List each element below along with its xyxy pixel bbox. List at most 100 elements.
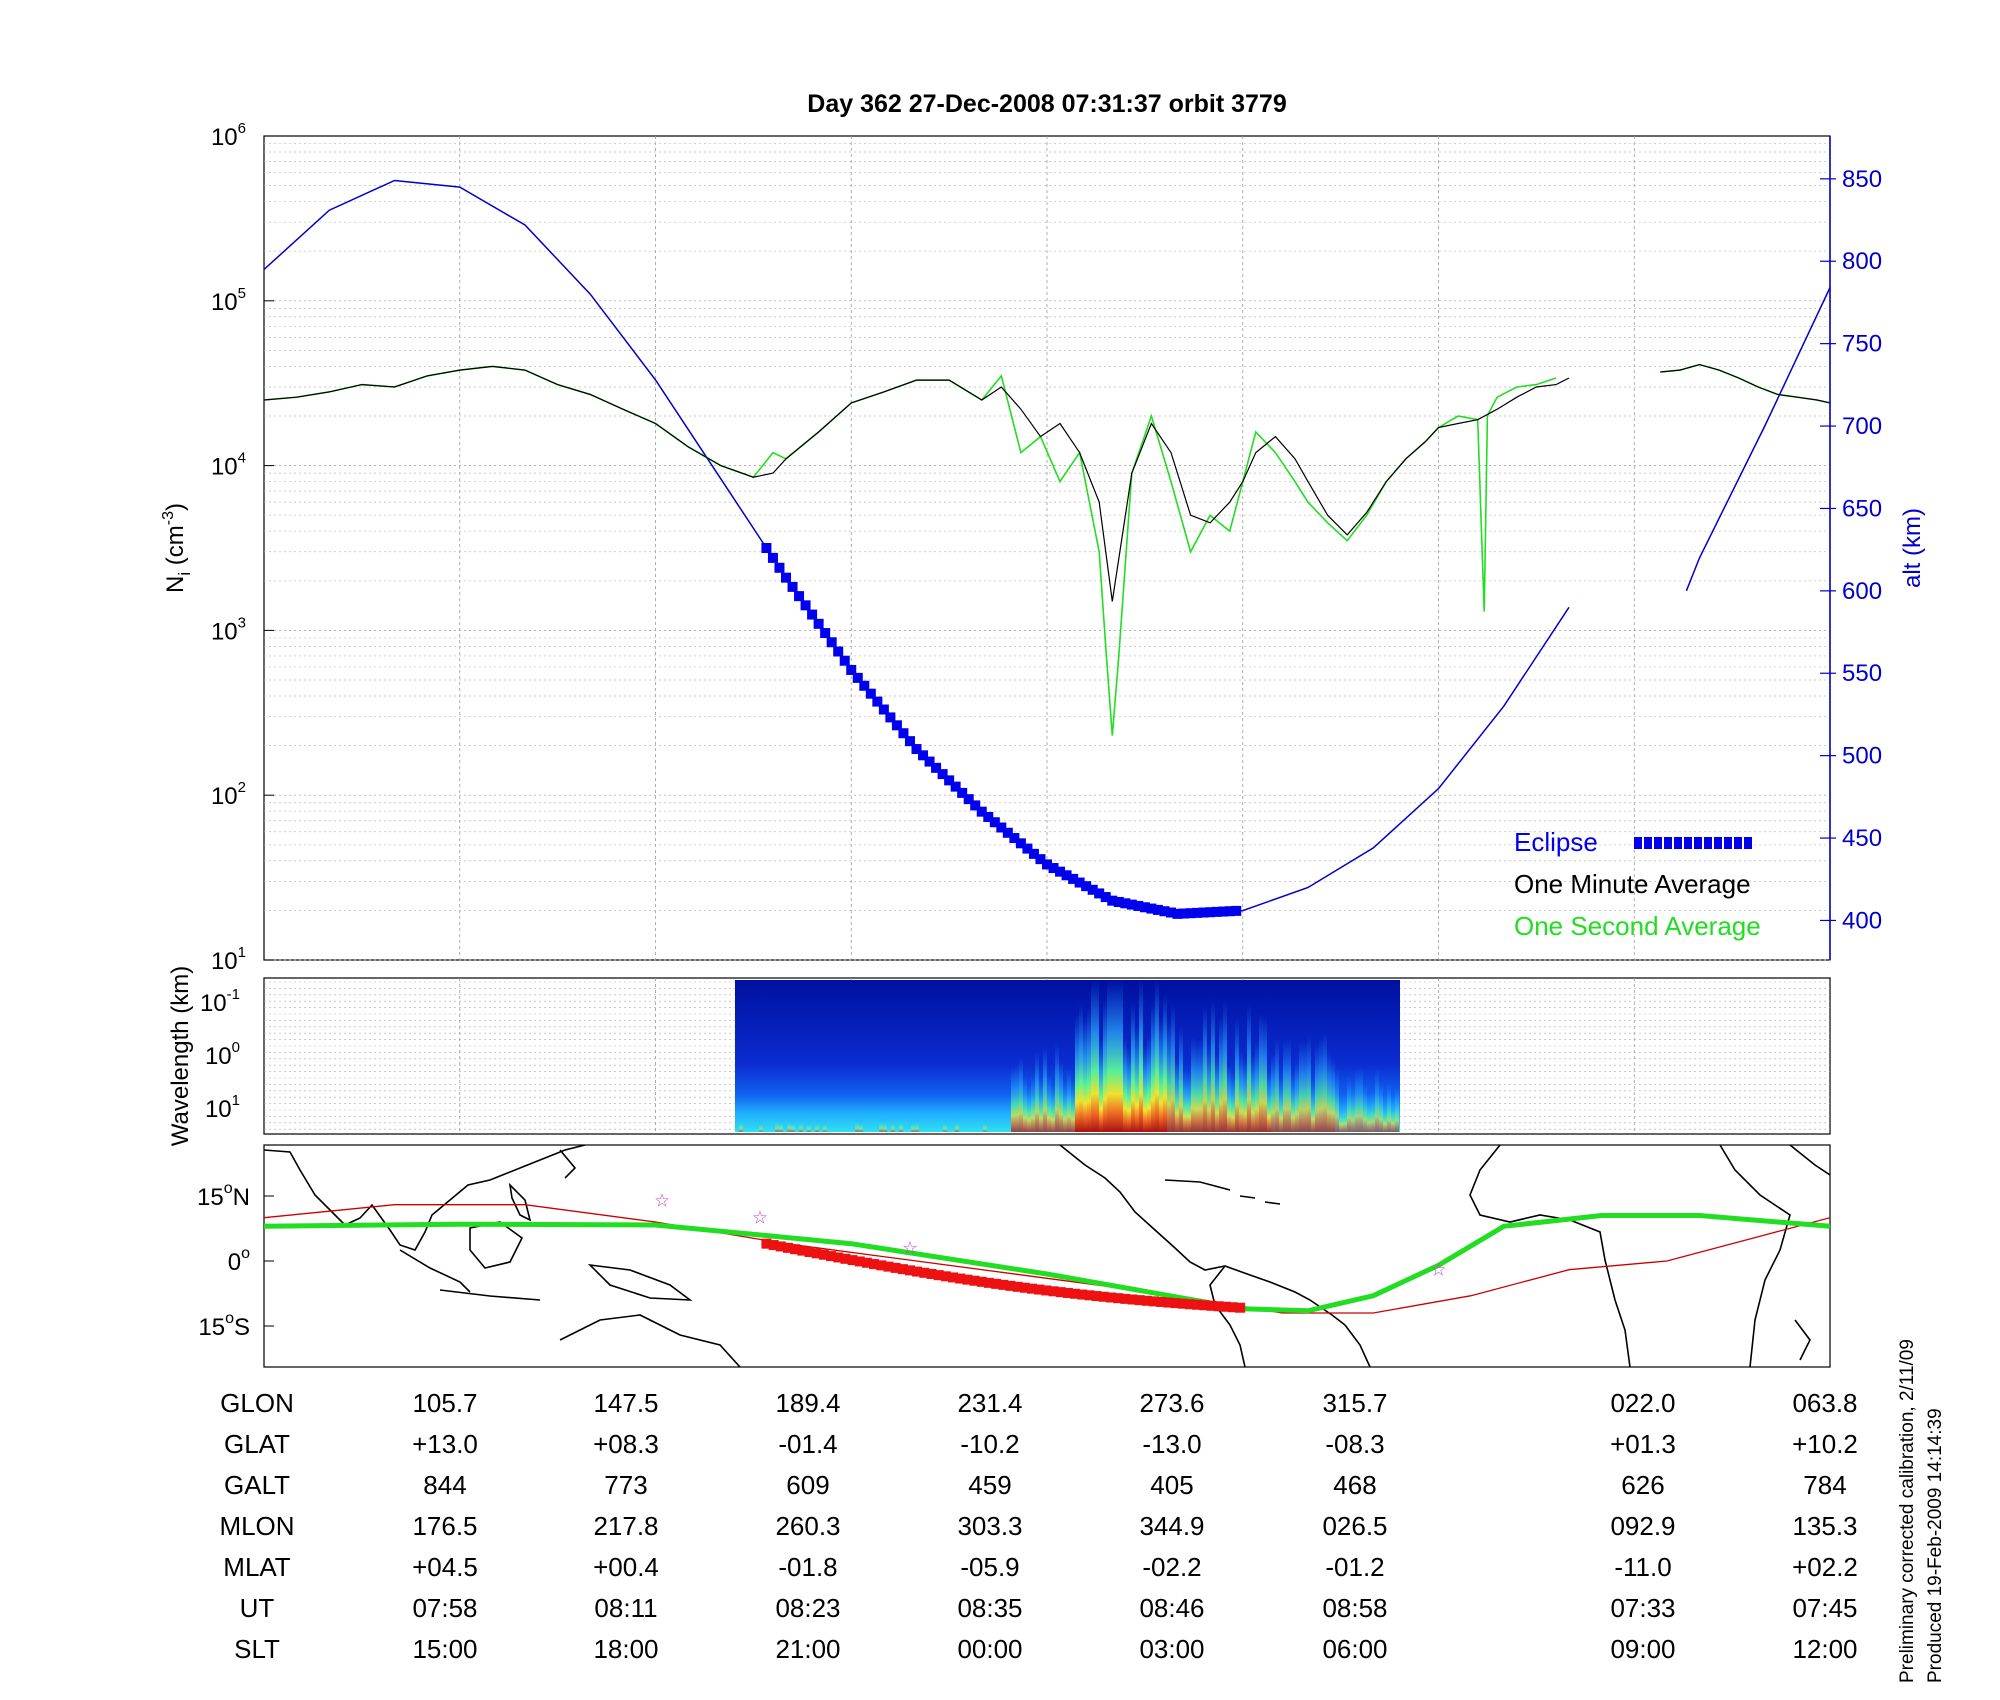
- table-cell: -02.2: [1142, 1552, 1201, 1582]
- eclipse-markers: [761, 543, 1242, 919]
- spectrogram-column: [1335, 1069, 1339, 1132]
- eclipse-marker: [1035, 854, 1046, 865]
- right-tick-label: 850: [1842, 166, 1882, 193]
- legend-eclipse-square: [1674, 837, 1682, 849]
- eclipse-track-marker: [1077, 1289, 1088, 1300]
- spectrogram-column: [1103, 999, 1107, 1132]
- eclipse-track-marker: [1227, 1302, 1238, 1313]
- table-cell: 08:23: [775, 1593, 840, 1623]
- spectrogram-column: [883, 1117, 887, 1132]
- eclipse-marker: [1146, 903, 1157, 914]
- eclipse-marker: [833, 646, 844, 657]
- spectrogram-column: [1019, 1056, 1023, 1132]
- eclipse-marker: [944, 775, 955, 786]
- spectrogram-column: [1331, 1057, 1335, 1132]
- eclipse-marker: [813, 618, 824, 629]
- table-cell: 08:58: [1322, 1593, 1387, 1623]
- table-cell: 344.9: [1139, 1511, 1204, 1541]
- eclipse-track-marker: [926, 1268, 937, 1279]
- spectrogram-column: [1051, 1083, 1055, 1132]
- table-cell: 189.4: [775, 1388, 840, 1418]
- left-tick-base: 10: [211, 618, 238, 645]
- spectrogram-column: [1263, 1015, 1267, 1132]
- spectrogram-column: [1195, 1039, 1199, 1132]
- eclipse-marker: [1022, 843, 1033, 854]
- spectrogram-column: [1231, 1073, 1235, 1132]
- wavelength-tick-base: 10: [205, 1043, 232, 1070]
- table-cell: +00.4: [593, 1552, 659, 1582]
- spectrogram-column: [1271, 1052, 1275, 1132]
- spectrogram-column: [1235, 1019, 1239, 1132]
- spectrogram-column: [1011, 1066, 1015, 1132]
- eclipse-marker: [1061, 870, 1072, 881]
- coast-sumatra: [399, 1249, 471, 1293]
- left-tick-label: 106: [211, 120, 246, 151]
- eclipse-track-marker: [940, 1271, 951, 1282]
- eclipse-track-marker: [847, 1255, 858, 1266]
- eclipse-marker: [1094, 888, 1105, 899]
- altitude-right-ticks: 400 450 500 550 600 650 700 750 800 850: [1820, 166, 1882, 934]
- eclipse-track-marker: [1105, 1292, 1116, 1303]
- eclipse-track-marker: [1026, 1283, 1037, 1294]
- spectrogram-column: [1167, 1020, 1171, 1132]
- eclipse-marker: [774, 562, 785, 573]
- spectrogram-column: [1163, 994, 1167, 1132]
- spectrogram-column: [1107, 980, 1111, 1132]
- table-cell: 773: [604, 1470, 647, 1500]
- table-cell: 231.4: [957, 1388, 1022, 1418]
- table-cell: 026.5: [1322, 1511, 1387, 1541]
- table-row-label: GLON: [220, 1388, 294, 1418]
- eclipse-marker: [1218, 906, 1229, 917]
- table-cell: 176.5: [412, 1511, 477, 1541]
- spectrogram-column: [1091, 980, 1095, 1132]
- table-row-label: SLT: [234, 1634, 280, 1664]
- table-cell: 135.3: [1792, 1511, 1857, 1541]
- table-cell: 784: [1803, 1470, 1846, 1500]
- lat-tick-label: 15oN: [197, 1180, 250, 1211]
- eclipse-track-marker: [1213, 1301, 1224, 1312]
- spectrogram-column: [1363, 1083, 1367, 1132]
- eclipse-marker: [891, 720, 902, 731]
- table-cell: 092.9: [1610, 1511, 1675, 1541]
- spectrogram-column: [1323, 1031, 1327, 1132]
- table-row-label: GLAT: [224, 1429, 290, 1459]
- eclipse-track-marker: [818, 1249, 829, 1260]
- table-cell: +01.3: [1610, 1429, 1676, 1459]
- lat-tick-hemisphere: S: [234, 1314, 250, 1341]
- eclipse-marker: [1205, 907, 1216, 918]
- spectrogram-column: [1199, 1038, 1203, 1132]
- spectrogram-column: [1211, 999, 1215, 1132]
- table-cell: 09:00: [1610, 1634, 1675, 1664]
- table-row-label: MLAT: [223, 1552, 291, 1582]
- table-cell: 07:58: [412, 1593, 477, 1623]
- table-cell: +02.2: [1792, 1552, 1858, 1582]
- spectrogram-column: [1071, 1080, 1075, 1132]
- eclipse-track-marker: [775, 1241, 786, 1252]
- eclipse-track-marker: [1005, 1280, 1016, 1291]
- eclipse-track-marker: [904, 1265, 915, 1276]
- spectrogram-column: [1291, 1074, 1295, 1132]
- spectrogram-column: [1287, 1037, 1291, 1132]
- eclipse-marker: [1126, 899, 1137, 910]
- spectrogram-column: [739, 1117, 743, 1132]
- coast-japan: [559, 1149, 577, 1179]
- eclipse-marker: [865, 688, 876, 699]
- spectrogram-column: [1243, 1057, 1247, 1132]
- spectrogram-column: [1139, 980, 1143, 1132]
- eclipse-marker: [794, 591, 805, 602]
- right-tick-label: 700: [1842, 413, 1882, 440]
- table-cell: 405: [1150, 1470, 1193, 1500]
- spectrogram-column: [1179, 1025, 1183, 1132]
- density-y-label-unit: (cm: [162, 525, 189, 572]
- spectrogram-column: [1203, 1005, 1207, 1132]
- eclipse-track-marker: [962, 1274, 973, 1285]
- lat-tick-degree: o: [225, 1310, 234, 1327]
- eclipse-track-marker: [1012, 1281, 1023, 1292]
- left-tick-base: 10: [211, 454, 238, 481]
- eclipse-marker: [1074, 877, 1085, 888]
- wavelength-tick-label: 10-1: [200, 986, 240, 1017]
- table-cell: 147.5: [593, 1388, 658, 1418]
